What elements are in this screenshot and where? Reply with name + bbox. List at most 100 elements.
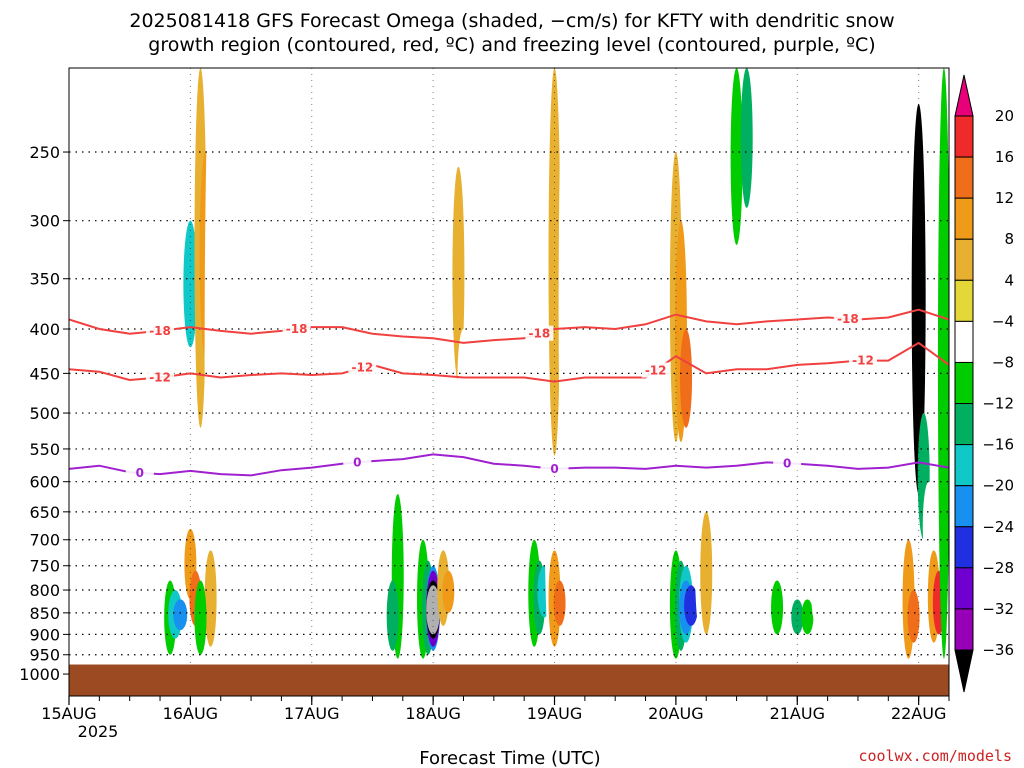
omega-cell — [426, 585, 441, 635]
omega-cell — [922, 481, 935, 571]
y-tick-label: 250 — [29, 143, 60, 162]
contour-label: -18 — [149, 324, 171, 338]
y-tick-label: 700 — [29, 531, 60, 550]
omega-cell — [882, 220, 895, 290]
colorbar-segment — [954, 197, 974, 240]
y-tick-label: 400 — [29, 320, 60, 339]
contour-label-bg — [343, 454, 372, 470]
omega-cell — [204, 550, 217, 647]
plot-area: -18 -18 -18 -18 -12 -12 -12 -12 0 0 0 0 — [69, 68, 949, 696]
omega-cell — [497, 256, 510, 365]
contour-label-bg — [348, 359, 377, 375]
omega-cell — [907, 590, 920, 643]
y-tick-label: 600 — [29, 473, 60, 492]
omega-cell — [548, 68, 561, 456]
colorbar-segment — [954, 361, 974, 405]
omega-cell — [194, 580, 207, 655]
omega-cell — [204, 68, 217, 643]
y-tick-label: 550 — [29, 440, 60, 459]
y-tick-label: 750 — [29, 557, 60, 576]
contour-label-bg — [641, 362, 670, 378]
omega-cell — [740, 68, 753, 208]
x-tick-label: 18AUG — [405, 704, 460, 723]
omega-cell — [558, 68, 571, 540]
contour-line-0 — [69, 453, 949, 477]
x-axis: 15AUG 16AUG 17AUG 18AUG 19AUG 20AUG 21AUG 22AUG — [41, 696, 950, 723]
colorbar-segment — [954, 485, 974, 528]
colorbar-label: −24 — [982, 518, 1014, 536]
omega-cell — [720, 68, 733, 290]
omega-cell — [154, 166, 167, 456]
y-tick-label: 300 — [29, 212, 60, 231]
ground-below-surface — [69, 664, 949, 696]
colorbar-label: −28 — [982, 559, 1014, 577]
colorbar-segment — [954, 608, 974, 651]
omega-cell — [406, 560, 419, 643]
colorbar-segment — [954, 403, 974, 446]
omega-cell — [442, 570, 455, 613]
colorbar-segment — [954, 156, 974, 199]
y-axis: 250 300 350 400 450 500 550 600 650 700 750 800 850 9… — [19, 143, 69, 684]
contour-label-bg — [773, 455, 802, 471]
omega-cell — [730, 68, 743, 245]
omega-cell — [356, 152, 369, 348]
omega-cell — [73, 152, 86, 310]
omega-cell — [684, 585, 699, 626]
contour-label-bg — [540, 460, 569, 476]
colorbar: 20 16 12 8 4 −4 −8 −12 −16 −20 −24 −28 −32 −36 — [954, 74, 1014, 693]
omega-cell — [83, 455, 96, 571]
y-tick-label: 950 — [29, 646, 60, 665]
omega-cell — [376, 364, 389, 507]
omega-cell — [184, 68, 197, 659]
omega-cell — [553, 580, 566, 626]
y-tick-label: 450 — [29, 364, 60, 383]
omega-cell — [386, 580, 399, 651]
contour-label-bg — [125, 464, 154, 480]
colorbar-label: −16 — [982, 436, 1014, 454]
omega-cell — [649, 570, 662, 635]
omega-cell — [700, 511, 713, 635]
contour-label-bg — [282, 321, 311, 337]
colorbar-segment — [954, 115, 974, 158]
y-tick-label: 500 — [29, 404, 60, 423]
contour-label: 0 — [136, 466, 144, 480]
omega-cell — [892, 68, 905, 221]
x-axis-title: Forecast Time (UTC) — [419, 748, 600, 768]
omega-cell — [173, 599, 188, 631]
colorbar-label: 20 — [995, 107, 1014, 125]
x-tick-label: 21AUG — [770, 704, 825, 723]
x-tick-label: 16AUG — [163, 704, 218, 723]
y-tick-label: 350 — [29, 270, 60, 289]
colorbar-label: 12 — [995, 189, 1014, 207]
contour-label: -12 — [645, 364, 667, 378]
colorbar-segment — [954, 567, 974, 610]
colorbar-segment — [954, 238, 974, 281]
colorbar-label: −12 — [982, 395, 1014, 413]
omega-cell — [911, 103, 926, 495]
contour-line--12 — [69, 341, 949, 383]
omega-cell — [811, 570, 824, 626]
colorbar-segment — [954, 444, 974, 487]
contour-label: 0 — [783, 456, 791, 470]
colorbar-label: 16 — [995, 148, 1014, 166]
omega-cell — [73, 528, 86, 591]
x-tick-label: 19AUG — [527, 704, 582, 723]
omega-cell — [113, 539, 126, 635]
omega-cell — [305, 347, 318, 495]
omega-cell — [831, 103, 844, 245]
chart-title-line-1: 2025081418 GFS Forecast Omega (shaded, −… — [129, 10, 894, 32]
contour-label: -12 — [852, 354, 874, 368]
contour-label-bg — [849, 352, 878, 368]
contour-label: -18 — [837, 312, 859, 326]
omega-cell — [346, 364, 359, 540]
y-tick-label: 1000 — [19, 665, 60, 684]
omega-cell — [750, 570, 763, 635]
x-year-label: 2025 — [78, 722, 119, 741]
contour-label: -18 — [286, 322, 308, 336]
colorbar-label: −8 — [992, 353, 1014, 371]
y-tick-label: 850 — [29, 604, 60, 623]
x-tick-label: 15AUG — [41, 704, 96, 723]
contour-label-bg — [146, 322, 175, 338]
omega-cell — [882, 468, 895, 507]
omega-cell — [255, 220, 268, 398]
